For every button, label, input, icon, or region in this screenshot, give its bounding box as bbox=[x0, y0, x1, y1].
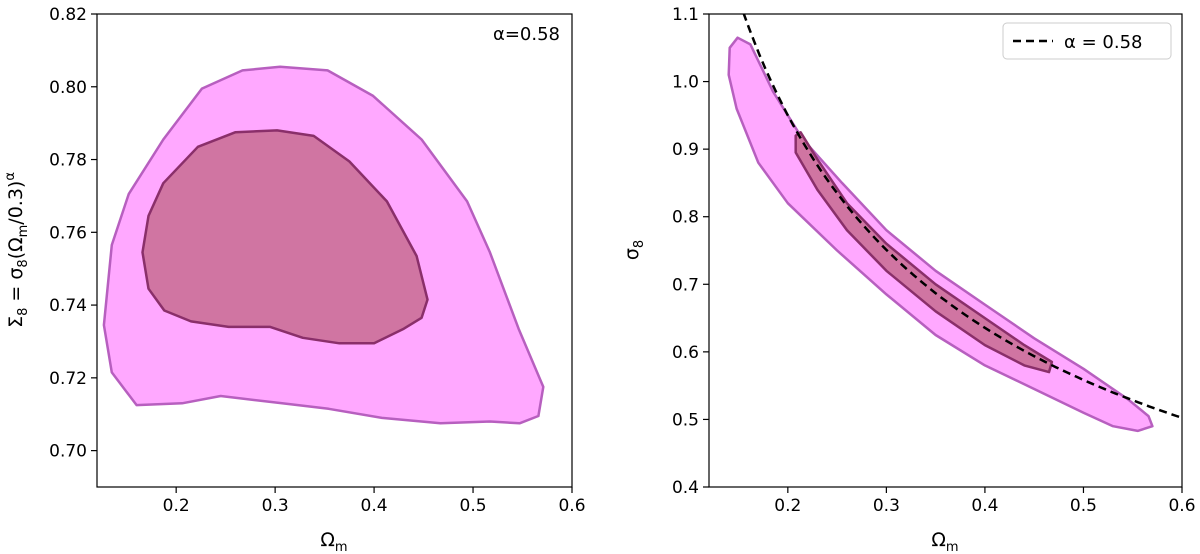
right-alpha-dashed-curve bbox=[742, 14, 1182, 419]
right-y-ticks: 0.4 0.5 0.6 0.7 0.8 0.9 1.0 1.1 bbox=[672, 5, 709, 498]
left-x-ticks: 0.2 0.3 0.4 0.5 0.6 bbox=[163, 487, 586, 516]
left-y-tick-label: 0.70 bbox=[49, 442, 87, 462]
right-x-tick-label: 0.6 bbox=[1168, 496, 1195, 516]
right-x-tick-label: 0.4 bbox=[971, 496, 998, 516]
left-x-axis-label: Ωm bbox=[320, 529, 347, 554]
right-x-tick-label: 0.3 bbox=[873, 496, 900, 516]
right-outer-contour bbox=[727, 36, 1154, 433]
right-x-ticks: 0.2 0.3 0.4 0.5 0.6 bbox=[774, 487, 1196, 516]
right-y-tick-label: 0.5 bbox=[672, 410, 699, 430]
left-x-tick-label: 0.5 bbox=[460, 496, 487, 516]
left-x-tick-label: 0.2 bbox=[163, 496, 190, 516]
right-panel: 0.2 0.3 0.4 0.5 0.6 0.4 0.5 0.6 0.7 0.8 0.9 1.0 1.1… bbox=[621, 5, 1196, 554]
right-y-tick-label: 1.1 bbox=[672, 5, 699, 25]
left-x-tick-label: 0.4 bbox=[361, 496, 388, 516]
left-x-tick-label: 0.6 bbox=[558, 496, 585, 516]
legend-box bbox=[1002, 22, 1172, 60]
left-y-tick-label: 0.76 bbox=[49, 223, 87, 243]
right-x-tick-label: 0.2 bbox=[774, 496, 801, 516]
right-y-tick-label: 0.7 bbox=[672, 275, 699, 295]
right-plot-area bbox=[727, 14, 1182, 433]
left-alpha-annotation: α=0.58 bbox=[493, 24, 560, 45]
right-x-axis-label: Ωm bbox=[931, 529, 958, 554]
left-y-ticks: 0.70 0.72 0.74 0.76 0.78 0.80 0.82 bbox=[49, 5, 97, 462]
left-inner-contour bbox=[141, 129, 429, 345]
left-panel: 0.2 0.3 0.4 0.5 0.6 0.70 0.72 0.74 0.76 0.78 0.80… bbox=[3, 5, 586, 554]
right-y-tick-label: 0.6 bbox=[672, 343, 699, 363]
right-y-tick-label: 1.0 bbox=[672, 73, 699, 93]
right-y-tick-label: 0.4 bbox=[672, 478, 699, 498]
right-y-axis-label: σ8 bbox=[621, 240, 647, 260]
left-y-axis-label: Σ8 = σ8(Ωm/0.3)α bbox=[3, 172, 31, 328]
left-y-tick-label: 0.72 bbox=[49, 369, 87, 389]
left-axes-frame bbox=[96, 13, 573, 488]
right-legend: α = 0.58 bbox=[1002, 22, 1172, 60]
legend-label: α = 0.58 bbox=[1064, 32, 1142, 53]
left-y-tick-label: 0.80 bbox=[49, 78, 87, 98]
right-inner-contour bbox=[794, 131, 1054, 374]
left-x-tick-label: 0.3 bbox=[262, 496, 289, 516]
right-x-tick-label: 0.5 bbox=[1070, 496, 1097, 516]
right-y-tick-label: 0.9 bbox=[672, 140, 699, 160]
left-y-tick-label: 0.82 bbox=[49, 5, 87, 25]
left-y-tick-label: 0.78 bbox=[49, 151, 87, 171]
left-y-tick-label: 0.74 bbox=[49, 296, 87, 316]
left-plot-area bbox=[102, 65, 545, 425]
right-y-tick-label: 0.8 bbox=[672, 208, 699, 228]
right-axes-frame bbox=[708, 13, 1183, 488]
